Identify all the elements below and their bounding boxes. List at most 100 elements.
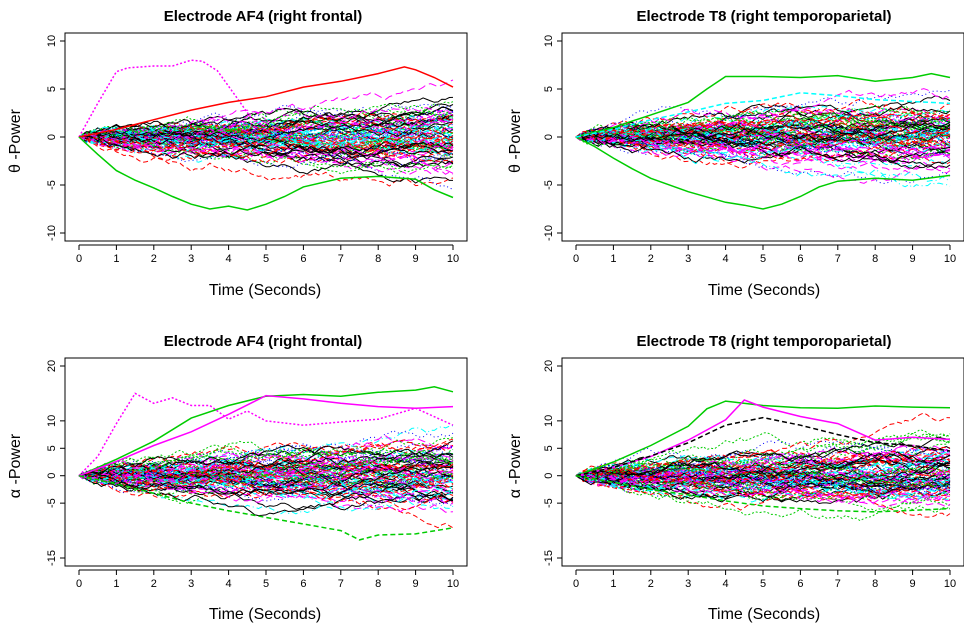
series-line <box>78 444 454 478</box>
series-line <box>575 126 951 146</box>
series-line <box>576 107 951 141</box>
series-line <box>78 468 454 486</box>
series-line <box>78 116 454 147</box>
series-line <box>78 126 454 157</box>
series-line <box>575 128 951 148</box>
y-tick-label: 10 <box>543 35 555 47</box>
y-axis-label: θ -Power <box>507 108 524 173</box>
y-tick-label: -10 <box>46 225 58 241</box>
x-axis: 0 1 2 3 4 5 6 7 8 9 10 <box>76 244 459 265</box>
chart-title: Electrode AF4 (right frontal) <box>164 8 363 25</box>
series-line <box>575 111 951 139</box>
panel-t8-alpha: Electrode T8 (right temporoparietal) 0 1 2… <box>507 333 964 623</box>
x-tick-label: 10 <box>447 578 459 590</box>
x-tick-label: 4 <box>723 578 729 590</box>
series-line-highlight <box>575 92 951 138</box>
y-tick-label: 10 <box>543 415 555 427</box>
x-tick-label: 8 <box>375 253 381 265</box>
x-tick-label: 3 <box>685 253 691 265</box>
series-line <box>78 130 454 143</box>
series-line <box>79 133 454 152</box>
series-line <box>78 472 454 492</box>
series-line <box>78 449 454 488</box>
series-line <box>575 457 951 480</box>
series-line <box>575 120 951 152</box>
series-line <box>78 132 454 169</box>
x-axis: 0 1 2 3 4 5 6 7 8 9 10 <box>573 244 956 265</box>
x-tick-label: 6 <box>797 253 803 265</box>
y-tick-label: 5 <box>46 445 58 451</box>
y-axis-label: α -Power <box>7 433 24 498</box>
series-line <box>575 465 951 490</box>
series-line <box>78 127 454 168</box>
series-line <box>575 450 951 485</box>
series-line <box>78 468 454 489</box>
chart-title: Electrode T8 (right temporoparietal) <box>636 8 891 25</box>
series-line <box>78 449 454 477</box>
series-line <box>78 474 454 505</box>
series-line <box>575 112 951 144</box>
series-line <box>575 136 951 157</box>
y-axis: -10 -5 0 5 10 <box>543 35 563 241</box>
series-line <box>78 460 454 478</box>
series-line <box>78 471 454 498</box>
x-axis: 0 1 2 3 4 5 6 7 8 9 10 <box>573 569 956 590</box>
series-line <box>576 437 951 477</box>
series-line <box>575 98 951 138</box>
series-line <box>78 466 454 482</box>
series-line <box>78 136 454 175</box>
series-line <box>78 439 454 477</box>
y-tick-label: 0 <box>543 473 555 479</box>
x-tick-label: 3 <box>188 253 194 265</box>
series-line <box>575 110 951 138</box>
series-group <box>78 386 454 541</box>
x-tick-label: 6 <box>300 253 306 265</box>
series-line <box>575 454 950 479</box>
x-tick-label: 7 <box>835 578 841 590</box>
series-line <box>575 106 951 139</box>
y-axis-label: θ -Power <box>7 108 24 173</box>
x-tick-label: 1 <box>610 253 616 265</box>
y-tick-label: 0 <box>46 473 58 479</box>
series-line-highlight <box>575 399 951 477</box>
x-tick-label: 4 <box>723 253 729 265</box>
x-tick-label: 0 <box>573 253 579 265</box>
series-line <box>575 463 951 488</box>
x-tick-label: 0 <box>573 578 579 590</box>
series-line <box>78 134 454 162</box>
y-tick-label: -15 <box>543 550 555 566</box>
series-line <box>575 467 951 498</box>
series-line <box>575 471 951 509</box>
series-line <box>78 449 454 483</box>
series-line <box>575 134 951 159</box>
x-tick-label: 1 <box>113 253 119 265</box>
y-tick-label: -5 <box>543 180 555 190</box>
series-line <box>78 452 454 484</box>
series-line <box>576 136 951 164</box>
panel-af4-alpha: Electrode AF4 (right frontal) 0 1 2 3 4 5 6 7 8 9… <box>7 333 468 623</box>
x-tick-label: 10 <box>944 578 956 590</box>
series-line-highlight <box>575 72 951 138</box>
panel-t8-theta: Electrode T8 (right temporoparietal) 0 1 2… <box>507 8 964 299</box>
y-axis-label: α -Power <box>507 433 524 498</box>
x-tick-label: 10 <box>944 253 956 265</box>
series-line <box>575 473 951 522</box>
x-tick-label: 5 <box>760 578 766 590</box>
series-line-highlight <box>78 136 454 211</box>
y-tick-label: -5 <box>46 498 58 508</box>
y-tick-label: -15 <box>46 550 58 566</box>
x-tick-label: 9 <box>413 578 419 590</box>
series-line <box>575 442 951 477</box>
series-line <box>575 439 951 477</box>
series-line <box>576 135 951 166</box>
x-tick-label: 6 <box>300 578 306 590</box>
series-line <box>78 118 454 148</box>
y-tick-label: 20 <box>543 360 555 372</box>
x-tick-label: 2 <box>151 578 157 590</box>
chart-title: Electrode T8 (right temporoparietal) <box>636 333 891 350</box>
series-line <box>575 128 951 189</box>
series-line <box>575 111 951 139</box>
series-line <box>575 412 951 477</box>
series-line <box>78 475 454 499</box>
series-line <box>575 134 951 160</box>
